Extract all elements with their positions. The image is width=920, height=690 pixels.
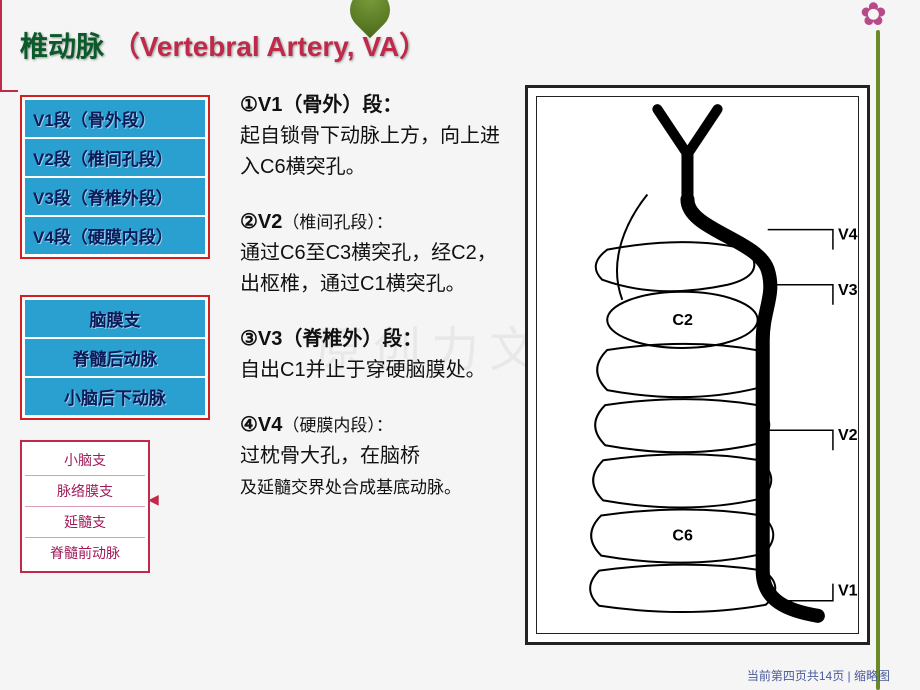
connector-line xyxy=(0,0,20,90)
desc-body: 通过C6至C3横突孔，经C2，出枢椎，通过C1横突孔。 xyxy=(240,242,497,295)
connector-line xyxy=(0,90,18,92)
segment-item: V4段（硬膜内段） xyxy=(25,217,205,254)
sub-branch-item: 小脑支 xyxy=(25,445,145,476)
branches-box: 脑膜支 脊髓后动脉 小脑后下动脉 xyxy=(20,295,210,420)
sub-branch-item: 脊髓前动脉 xyxy=(25,538,145,568)
branch-item: 脊髓后动脉 xyxy=(25,339,205,378)
desc-lead: ④V4 xyxy=(240,414,282,436)
sub-branch-item: 脉络膜支 xyxy=(25,476,145,507)
sub-branch-item: 延髓支 xyxy=(25,507,145,538)
segment-item: V2段（椎间孔段） xyxy=(25,139,205,178)
label-v3: V3 xyxy=(838,281,858,299)
branch-item: 小脑后下动脉 xyxy=(25,378,205,415)
sub-branches-box: 小脑支 脉络膜支 延髓支 脊髓前动脉 xyxy=(20,440,150,573)
page-footer: 当前第四页共14页 | 缩略图 xyxy=(747,667,890,684)
anatomy-diagram: V4 V3 V2 V1 C2 C6 xyxy=(536,96,859,634)
label-v2: V2 xyxy=(838,426,858,444)
desc-p2: ②V2（椎间孔段）： 通过C6至C3横突孔，经C2，出枢椎，通过C1横突孔。 xyxy=(240,207,500,300)
desc-lead: ③V3（脊椎外）段： xyxy=(240,328,422,350)
desc-lead-sub: （硬膜内段）： xyxy=(282,416,393,435)
label-c6: C6 xyxy=(672,527,693,545)
title-main: 椎动脉 xyxy=(20,31,104,62)
label-v4: V4 xyxy=(838,226,858,244)
desc-lead: ②V2 xyxy=(240,211,282,233)
stem-decoration xyxy=(876,30,880,690)
desc-p3: ③V3（脊椎外）段： 自出C1并止于穿硬脑膜处。 xyxy=(240,324,500,386)
segments-box: V1段（骨外段） V2段（椎间孔段） V3段（脊椎外段） V4段（硬膜内段） xyxy=(20,95,210,259)
desc-lead-sub: （椎间孔段）： xyxy=(282,213,393,232)
branch-item: 脑膜支 xyxy=(25,300,205,339)
label-v1: V1 xyxy=(838,582,858,600)
desc-p1: ①V1（骨外）段： 起自锁骨下动脉上方，向上进入C6横突孔。 xyxy=(240,90,500,183)
slide-title: 椎动脉 （Vertebral Artery, VA） xyxy=(20,25,427,65)
desc-lead: ①V1（骨外）段： xyxy=(240,94,402,116)
description-column: ①V1（骨外）段： 起自锁骨下动脉上方，向上进入C6横突孔。 ②V2（椎间孔段）… xyxy=(240,90,500,527)
flower-decoration xyxy=(860,0,900,35)
desc-body: 起自锁骨下动脉上方，向上进入C6横突孔。 xyxy=(240,125,500,178)
label-c2: C2 xyxy=(672,311,693,329)
segment-item: V3段（脊椎外段） xyxy=(25,178,205,217)
desc-body: 自出C1并止于穿硬脑膜处。 xyxy=(240,359,486,381)
desc-p4: ④V4（硬膜内段）： 过枕骨大孔，在脑桥 及延髓交界处合成基底动脉。 xyxy=(240,410,500,503)
anatomy-diagram-frame: V4 V3 V2 V1 C2 C6 xyxy=(525,85,870,645)
desc-body: 及延髓交界处合成基底动脉。 xyxy=(240,478,461,497)
desc-body: 过枕骨大孔，在脑桥 xyxy=(240,445,420,467)
segment-item: V1段（骨外段） xyxy=(25,100,205,139)
vertebrae-svg: V4 V3 V2 V1 C2 C6 xyxy=(537,97,858,633)
title-sub: （Vertebral Artery, VA） xyxy=(112,31,427,62)
